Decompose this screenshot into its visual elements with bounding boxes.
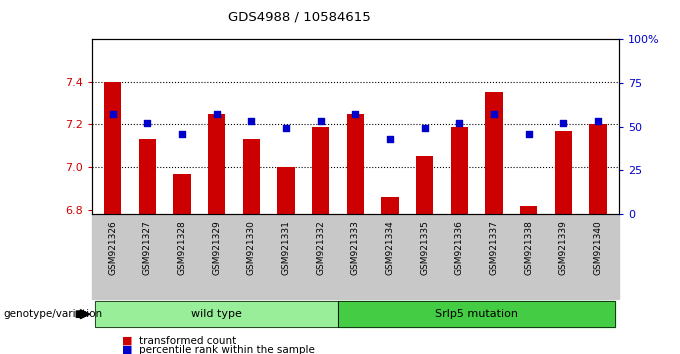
Text: percentile rank within the sample: percentile rank within the sample [139,345,316,354]
Bar [104,82,121,214]
Point [558,120,568,126]
Point [142,120,153,126]
Bar [555,131,572,214]
Point [107,112,118,117]
Bar [277,167,294,214]
Bar [173,173,190,214]
Bar [451,127,468,214]
Point [211,112,222,117]
Bar [208,114,225,214]
Point [384,136,395,142]
Text: Srlp5 mutation: Srlp5 mutation [435,309,518,319]
Bar [347,114,364,214]
Text: GDS4988 / 10584615: GDS4988 / 10584615 [228,11,371,24]
Point [316,119,326,124]
Text: wild type: wild type [191,309,242,319]
Point [350,112,360,117]
Text: ■: ■ [122,336,133,346]
Point [177,131,188,136]
Point [454,120,464,126]
Bar [139,139,156,214]
Point [488,112,499,117]
Point [523,131,534,136]
Bar [243,139,260,214]
Text: transformed count: transformed count [139,336,237,346]
Point [592,119,603,124]
Bar [312,127,329,214]
Point [281,125,292,131]
Point [246,119,257,124]
Bar [520,206,537,214]
Text: genotype/variation: genotype/variation [3,309,103,319]
Bar [416,156,433,214]
Bar [590,124,607,214]
Bar [381,197,398,214]
Bar [486,92,503,214]
Text: ■: ■ [122,345,133,354]
Point [419,125,430,131]
